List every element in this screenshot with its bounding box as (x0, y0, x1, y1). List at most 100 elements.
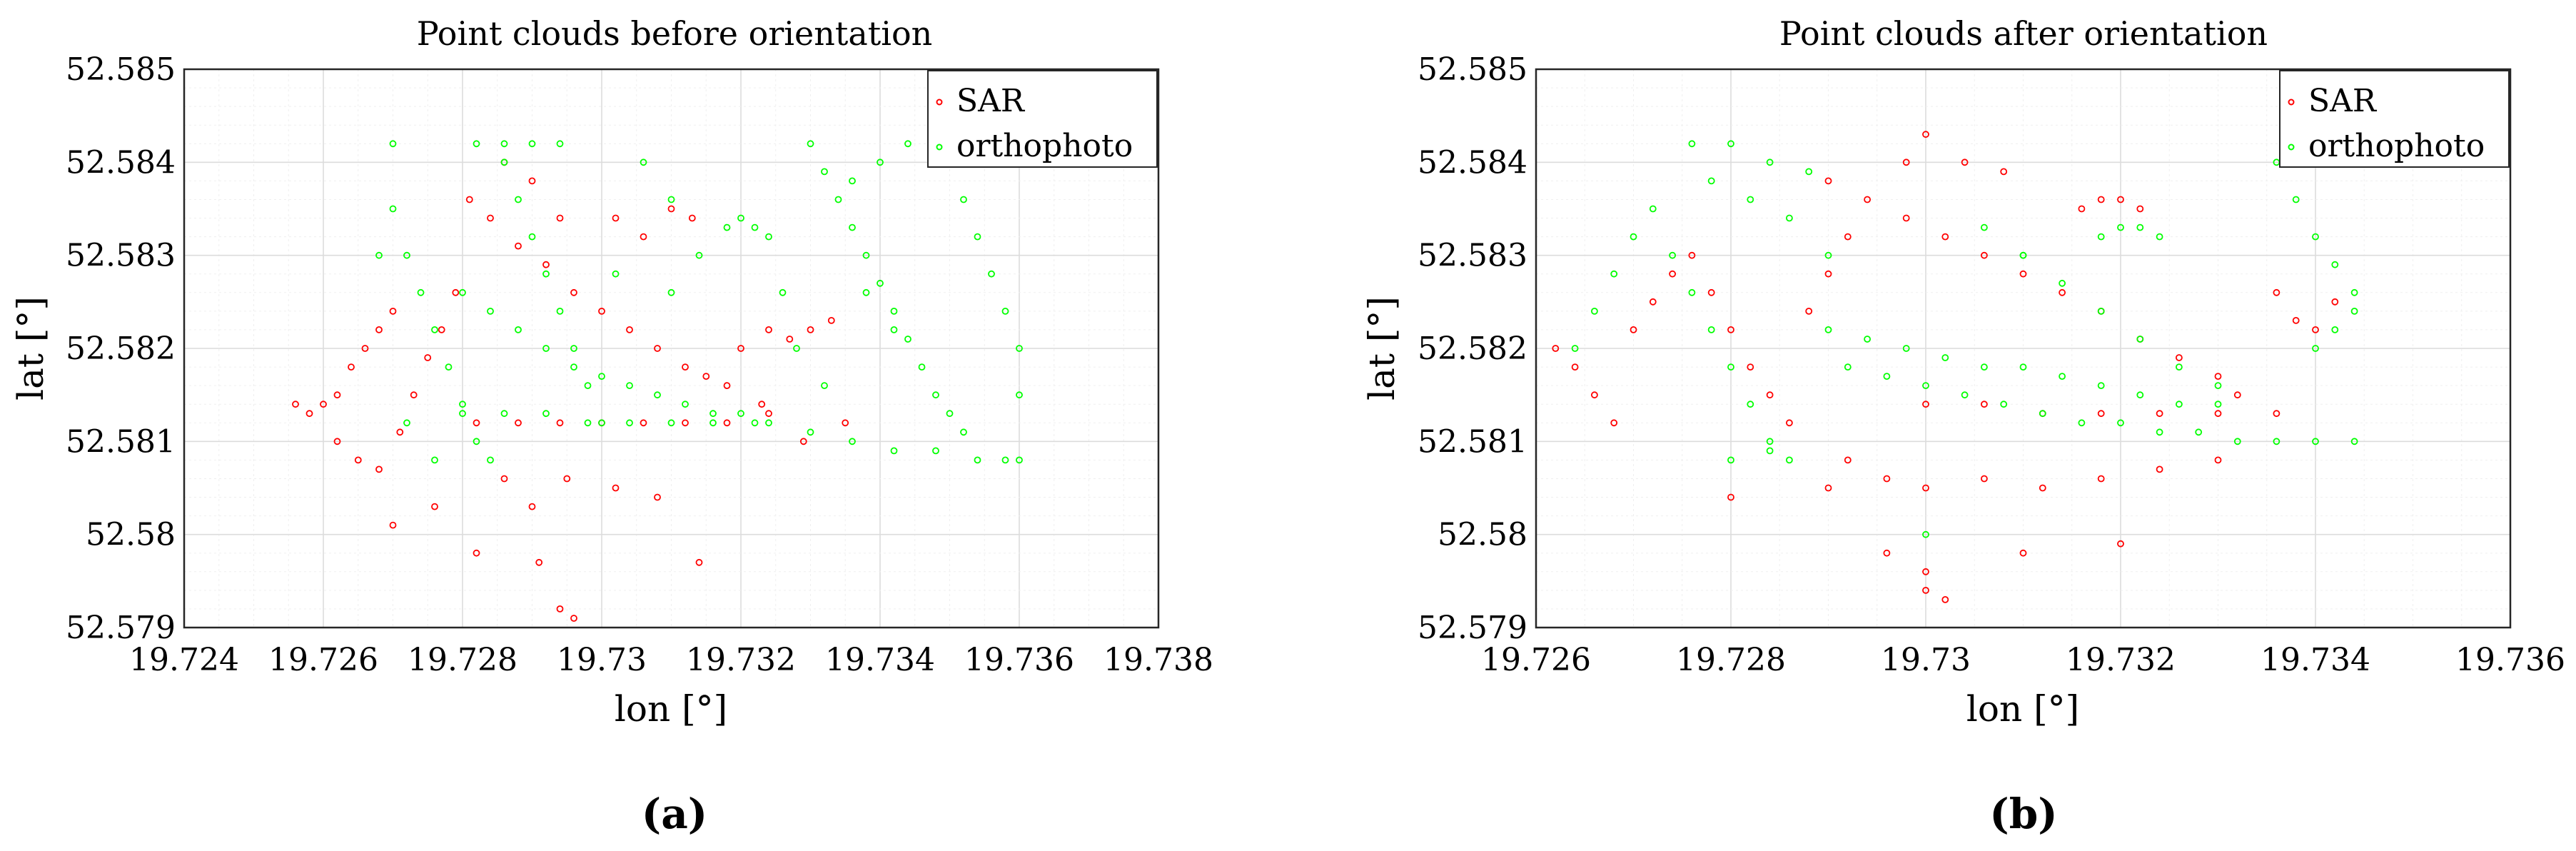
panel-a-orthophoto-point (375, 251, 383, 259)
panel-a-orthophoto-point (487, 456, 494, 464)
panel-a-sar-point (556, 214, 564, 222)
panel-b-sar-point (1844, 456, 1852, 464)
panel-a-orthophoto-point (1001, 456, 1009, 464)
panel-b-sar-point (1902, 158, 1910, 166)
panel-a-orthophoto-point (667, 288, 675, 296)
panel-a-orthophoto-point (445, 363, 453, 371)
panel-a-orthophoto-point (890, 307, 898, 315)
panel-a-orthophoto-point (849, 223, 856, 231)
panel-a-ytick-label: 52.582 (66, 331, 176, 367)
panel-b-sar-point (2097, 196, 2105, 203)
panel-a-orthophoto-point (904, 140, 911, 148)
panel-a-sar-point (682, 363, 689, 371)
panel-b-orthophoto-point (1922, 530, 1929, 538)
panel-a-orthophoto-point (862, 251, 870, 259)
panel-a-ytick-label: 52.583 (66, 238, 176, 274)
panel-a-orthophoto-point (974, 456, 981, 464)
panel-a-legend: SAR orthophoto (927, 70, 1158, 168)
panel-b-sar-point (2312, 326, 2319, 333)
caption-a: (a) (642, 790, 707, 838)
panel-b-orthophoto-point (2097, 233, 2105, 241)
panel-b-sar-point (1824, 177, 1832, 185)
panel-b-orthophoto-point (1610, 270, 1618, 278)
panel-a-xtick-label: 19.728 (408, 642, 517, 678)
panel-b-xtick-label: 19.728 (1676, 642, 1786, 678)
panel-b-sar-point (2136, 205, 2144, 213)
panel-b-sar-point (2214, 373, 2222, 380)
panel-b-sar-point (1883, 475, 1891, 483)
panel-a-sar-point (667, 205, 675, 213)
panel-a-orthophoto-point (1016, 391, 1023, 399)
panel-a-orthophoto-point (946, 410, 954, 418)
panel-a-sar-point (500, 475, 508, 483)
panel-b-xtick-label: 19.736 (2455, 642, 2565, 678)
panel-a-orthophoto-point (1016, 456, 1023, 464)
panel-a-orthophoto-point (542, 345, 550, 352)
panel-a-sar-point (333, 391, 341, 399)
panel-a-sar-point (640, 419, 647, 427)
panel-b-sar-point (2156, 465, 2163, 473)
panel-b-orthophoto-point (2097, 382, 2105, 389)
panel-b-sar-point (2117, 540, 2124, 548)
panel-a-orthophoto-point (821, 168, 828, 176)
panel-b-sar-point (2273, 288, 2280, 296)
panel-b-orthophoto-point (1727, 456, 1734, 464)
panel-b-points (1552, 131, 2358, 603)
panel-b-orthophoto-point (1727, 363, 1734, 371)
panel-b-orthophoto-point (1864, 336, 1872, 343)
panel-b-sar-point (2273, 410, 2280, 418)
panel-b-sar-point (1552, 345, 1560, 352)
panel-b-orthophoto-point (2350, 307, 2358, 315)
panel-a-orthophoto-point (821, 382, 828, 389)
panel-b-orthophoto-point (2292, 196, 2300, 203)
panel-a-orthophoto-point (598, 373, 605, 380)
panel-b-sar-point (2175, 354, 2183, 361)
panel-a-sar-point (515, 242, 522, 250)
panel-a-sar-point (375, 465, 383, 473)
panel-b-orthophoto-point (2214, 382, 2222, 389)
panel-b-orthophoto-point (1766, 447, 1774, 455)
panel-b-sar-point (1941, 233, 1949, 241)
panel-a-orthophoto-point (487, 307, 494, 315)
panel-b-orthophoto-point (2136, 391, 2144, 399)
panel-b-orthophoto-point (2039, 410, 2046, 418)
panel-a-orthophoto-point (473, 438, 480, 445)
panel-b-orthophoto-point (2136, 336, 2144, 343)
panel-b-orthophoto-point (1707, 326, 1715, 333)
panel-a-orthophoto-point (459, 401, 466, 408)
panel-a-orthophoto-point (528, 233, 536, 241)
panel-b-ytick-label: 52.583 (1418, 238, 1527, 274)
panel-a-orthophoto-point (500, 410, 508, 418)
panel-a-sar-point (348, 363, 355, 371)
panel-b-orthophoto-point (2214, 401, 2222, 408)
panel-a-sar-point (654, 493, 661, 501)
panel-a-xlabel: lon [°] (615, 688, 727, 730)
panel-a-orthophoto-point (570, 345, 577, 352)
panel-b-orthophoto-point (2156, 233, 2163, 241)
panel-a-sar-point (515, 419, 522, 427)
panel-b-ylabel: lat [°] (1361, 296, 1403, 401)
panel-a-orthophoto-point (403, 251, 410, 259)
panel-a-axes-frame (183, 68, 1160, 629)
panel-b-sar-point (1922, 131, 1929, 139)
panel-a-sar-point (737, 345, 744, 352)
panel-b-sar-point (2000, 168, 2008, 176)
panel-a-orthophoto-point (640, 158, 647, 166)
panel-a-orthophoto-point (515, 196, 522, 203)
panel-b-sar-point (2214, 410, 2222, 418)
panel-b-ytick-label: 52.581 (1418, 423, 1527, 460)
panel-a-orthophoto-point (682, 401, 689, 408)
panel-b-orthophoto-point (2175, 363, 2183, 371)
panel-a-xtick-labels: 19.724 19.726 19.728 19.73 19.732 19.734 19.73… (129, 642, 1213, 678)
panel-b-sar-point (1707, 288, 1715, 296)
panel-b-sar-point (1824, 270, 1832, 278)
panel-a-orthophoto-point (556, 307, 564, 315)
panel-b-sar-point (1864, 196, 1872, 203)
panel-b-sar-point (1961, 158, 1969, 166)
panel-b-xtick-label: 19.734 (2261, 642, 2370, 678)
panel-a-orthophoto-point (849, 438, 856, 445)
panel-a: Point clouds before orientation 19.724 19… (10, 14, 1213, 838)
panel-b-sar-point (2117, 196, 2124, 203)
panel-a-legend-sar-marker (936, 99, 943, 106)
panel-b-orthophoto-point (2312, 233, 2319, 241)
